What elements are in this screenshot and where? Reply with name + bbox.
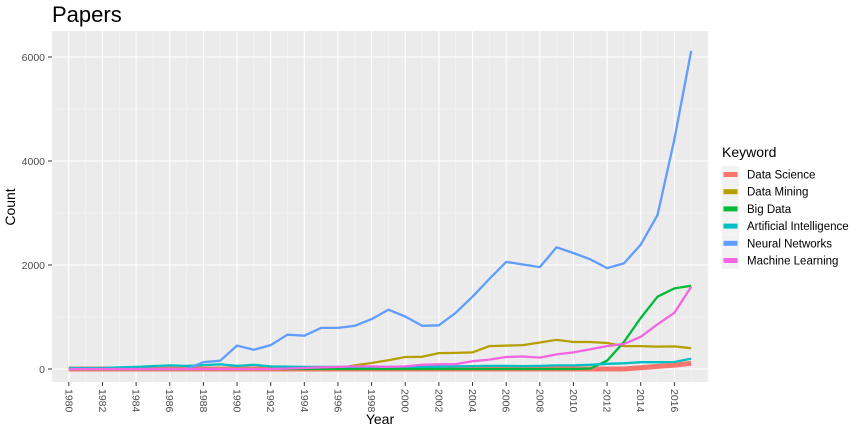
legend-items: Data Science Data Mining Big Data Artificia…	[722, 166, 849, 269]
chart-title: Papers	[52, 2, 122, 27]
legend-item-big-data: Big Data	[722, 200, 792, 218]
legend-label-data-science: Data Science	[747, 170, 815, 182]
x-axis: 1980 1982 1984 1986 1988 1990 1992 1994 1996 1998…	[62, 382, 680, 413]
y-tick-label: 6000	[22, 52, 46, 64]
x-tick-label: 2002	[432, 389, 444, 413]
x-tick-label: 2000	[399, 389, 411, 413]
legend-label-big-data: Big Data	[747, 204, 792, 216]
y-tick-label: 0	[39, 364, 45, 376]
x-tick-label: 1992	[264, 389, 276, 413]
legend-title: Keyword	[722, 144, 776, 160]
x-axis-title: Year	[366, 411, 395, 427]
x-tick-label: 2016	[668, 389, 680, 413]
x-tick-label: 1998	[365, 389, 377, 413]
legend-label-artificial-intelligence: Artificial Intelligence	[747, 221, 849, 233]
legend-label-data-mining: Data Mining	[747, 187, 808, 199]
x-tick-label: 2010	[567, 389, 579, 413]
series-line-machine-learning	[68, 286, 693, 371]
x-tick-label: 1984	[130, 389, 142, 413]
legend-item-neural-networks: Neural Networks	[722, 234, 832, 252]
x-tick-label: 1986	[163, 389, 175, 413]
grid-major	[52, 31, 708, 382]
y-tick-label: 4000	[22, 156, 46, 168]
x-tick-label: 1982	[96, 389, 108, 413]
series-lines	[68, 50, 693, 372]
legend-label-neural-networks: Neural Networks	[747, 238, 832, 250]
x-tick-label: 1994	[298, 389, 310, 413]
legend-label-machine-learning: Machine Learning	[747, 256, 838, 268]
legend-item-machine-learning: Machine Learning	[722, 252, 838, 269]
plot-panel	[52, 31, 708, 382]
x-tick-label: 1980	[62, 389, 74, 413]
x-tick-label: 2004	[466, 389, 478, 413]
legend-item-data-science: Data Science	[722, 166, 815, 183]
grid-minor	[51, 31, 709, 382]
x-tick-label: 2014	[634, 389, 646, 413]
legend-item-artificial-intelligence: Artificial Intelligence	[722, 217, 849, 235]
x-tick-label: 2008	[533, 389, 545, 413]
x-tick-label: 2006	[500, 389, 512, 413]
legend: Keyword Data Science Data Mining Big Data A…	[722, 144, 849, 269]
y-tick-label: 2000	[22, 260, 46, 272]
legend-item-data-mining: Data Mining	[722, 183, 808, 201]
y-axis-title: Count	[2, 188, 18, 225]
x-tick-label: 2012	[601, 389, 613, 413]
y-axis: 0 2000 4000 6000	[22, 52, 52, 376]
x-tick-label: 1996	[331, 389, 343, 413]
x-tick-label: 1990	[231, 389, 243, 413]
x-tick-label: 1988	[197, 389, 209, 413]
